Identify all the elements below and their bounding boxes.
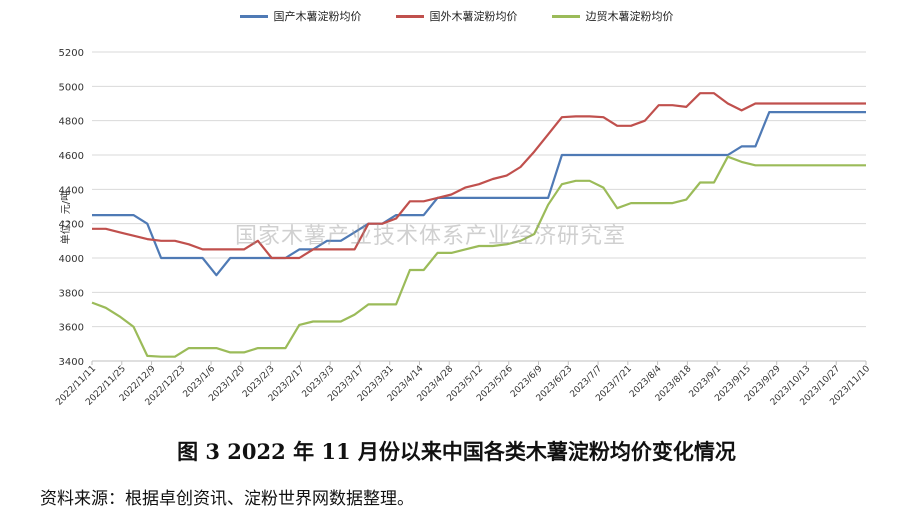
price-line-chart: 3400 3600 3800 4000 4200 4400 4600 4800 5000 5200… (54, 48, 872, 408)
legend-swatch-foreign (395, 14, 424, 18)
series-line-0 (92, 110, 866, 277)
legend-item-foreign: 国外木薯淀粉均价 (395, 8, 518, 24)
chart-legend: 国产木薯淀粉均价 国外木薯淀粉均价 边贸木薯淀粉均价 (0, 8, 913, 24)
legend-swatch-domestic (239, 14, 268, 18)
legend-label-border-trade: 边贸木薯淀粉均价 (585, 10, 674, 23)
y-tick-label: 4000 (59, 254, 84, 265)
legend-label-domestic: 国产木薯淀粉均价 (273, 10, 362, 23)
source-note: 资料来源：根据卓创资讯、淀粉世界网数据整理。 (40, 489, 414, 509)
y-axis-label: 单位：元/吨 (61, 190, 73, 245)
y-tick-label: 5200 (59, 48, 84, 59)
y-tick-label: 5000 (59, 82, 84, 93)
figure-title: 图 3 2022 年 11 月份以来中国各类木薯淀粉均价变化情况 (177, 439, 736, 464)
watermark-text: 国家木薯产业技术体系产业经济研究室 (235, 224, 627, 249)
y-tick-label: 4600 (59, 151, 84, 162)
y-tick-label: 3600 (59, 323, 84, 334)
y-tick-label: 4400 (59, 185, 84, 196)
series-line-2 (91, 155, 866, 358)
legend-item-domestic: 国产木薯淀粉均价 (239, 8, 362, 24)
series-line-1 (92, 92, 866, 260)
y-tick-label: 3400 (59, 357, 84, 368)
y-tick-label: 3800 (59, 288, 84, 299)
legend-item-border-trade: 边贸木薯淀粉均价 (551, 8, 674, 24)
legend-label-foreign: 国外木薯淀粉均价 (429, 10, 518, 23)
y-tick-label: 4800 (59, 117, 84, 128)
y-tick-label: 4200 (59, 220, 84, 231)
legend-swatch-border-trade (551, 14, 580, 18)
